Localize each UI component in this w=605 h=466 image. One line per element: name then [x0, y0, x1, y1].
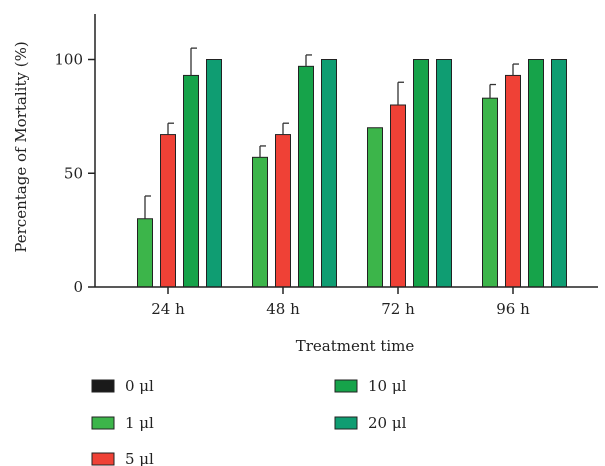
- bar: [137, 218, 153, 288]
- legend-label: 20 μl: [368, 414, 407, 432]
- legend-swatch: [91, 379, 115, 393]
- x-tick-label: 72 h: [381, 300, 415, 318]
- bar: [436, 59, 452, 288]
- bar: [482, 97, 498, 288]
- bar: [183, 74, 199, 288]
- legend-label: 0 μl: [125, 377, 154, 395]
- legend-swatch: [334, 416, 358, 430]
- legend-label: 5 μl: [125, 450, 154, 466]
- x-tick-label: 24 h: [151, 300, 185, 318]
- plot-area: [137, 47, 567, 288]
- bar: [413, 59, 429, 288]
- y-axis-label: Percentage of Mortality (%): [12, 41, 30, 252]
- legend-swatch: [334, 379, 358, 393]
- bar: [206, 59, 222, 288]
- bar: [505, 74, 521, 288]
- legend-label: 1 μl: [125, 414, 154, 432]
- x-axis-ticks: 24 h 48 h 72 h 96 h: [151, 287, 530, 318]
- legend-swatch: [91, 416, 115, 430]
- x-tick-label: 96 h: [496, 300, 530, 318]
- x-tick-label: 48 h: [266, 300, 300, 318]
- bar: [321, 59, 337, 288]
- bar: [298, 65, 314, 288]
- bar: [367, 127, 383, 288]
- bar: [390, 104, 406, 288]
- bar: [528, 59, 544, 288]
- y-tick-label: 50: [64, 164, 83, 182]
- bar: [275, 134, 291, 288]
- legend-label: 10 μl: [368, 377, 407, 395]
- bar: [252, 156, 268, 288]
- y-tick-label: 0: [73, 278, 83, 296]
- x-axis-label: Treatment time: [296, 337, 415, 355]
- legend-swatch: [91, 452, 115, 466]
- y-axis-ticks: 0 50 100: [54, 51, 95, 296]
- bar: [160, 134, 176, 288]
- bar: [551, 59, 567, 288]
- y-tick-label: 100: [54, 51, 83, 69]
- legend: 0 μl 1 μl 5 μl 10 μl 20 μl: [91, 377, 407, 466]
